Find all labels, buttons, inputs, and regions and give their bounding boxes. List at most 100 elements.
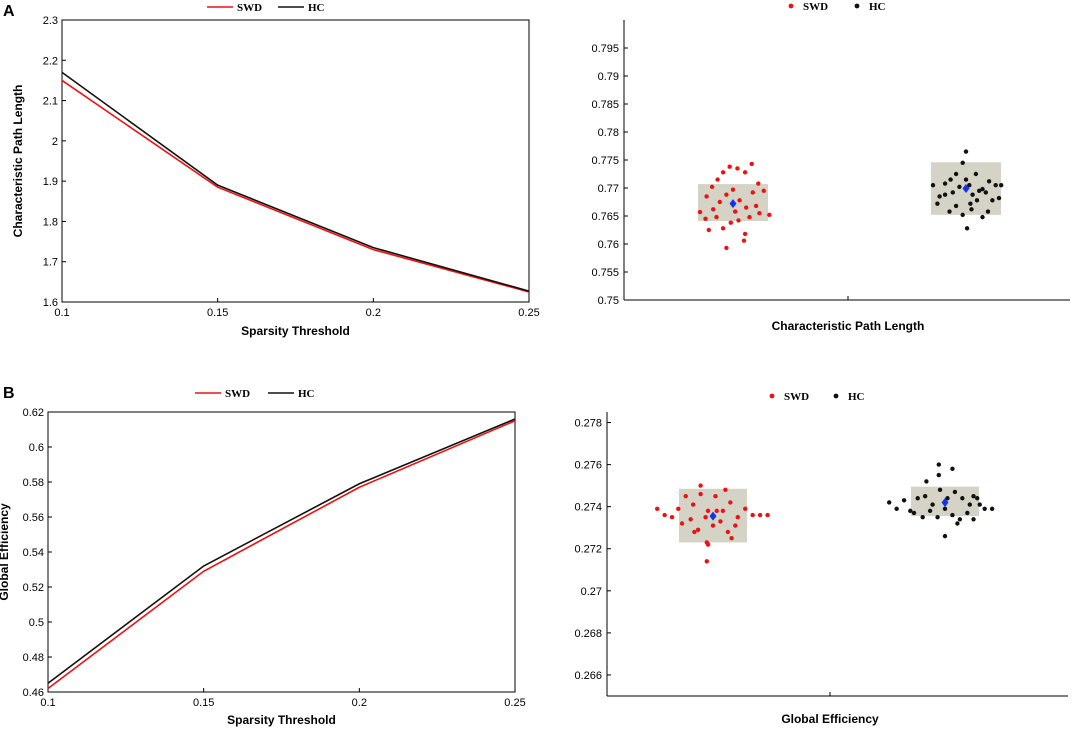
data-point-swd — [706, 227, 711, 233]
data-point-swd — [757, 512, 763, 518]
data-point-swd — [767, 212, 772, 218]
data-point-hc — [935, 514, 940, 520]
data-point-swd — [710, 523, 716, 528]
y-tick-label: 0.266 — [574, 670, 602, 682]
mean-marker-hc — [941, 497, 949, 507]
chart-a-path-length-scatter: 0.75 0.755 0.76 0.765 0.77 0.775 0.78 0.785 0.79… — [591, 1, 1070, 333]
data-point-swd — [753, 203, 759, 209]
y-tick-label: 0.52 — [23, 582, 44, 594]
data-point-hc — [930, 502, 935, 507]
data-point-swd — [655, 506, 660, 511]
data-point-swd — [662, 512, 667, 518]
data-point-hc — [974, 198, 980, 203]
data-point-swd — [761, 188, 766, 193]
data-point-swd — [690, 502, 696, 507]
y-tick-label: 0.6 — [29, 442, 44, 454]
data-point-swd — [724, 245, 729, 251]
data-point-swd — [733, 523, 738, 528]
y-tick-label: 0.274 — [574, 502, 602, 514]
data-point-hc — [948, 177, 953, 182]
data-point-hc — [960, 212, 965, 218]
data-point-swd — [733, 209, 738, 214]
data-point-swd — [756, 181, 761, 186]
data-point-swd — [723, 487, 728, 493]
y-tick-label: 0.58 — [23, 477, 44, 489]
plot-frame — [47, 411, 516, 693]
data-point-hc — [967, 502, 972, 507]
data-point-hc — [996, 195, 1002, 201]
y-tick-label: 0.276 — [574, 460, 602, 472]
y-tick-label: 0.54 — [23, 547, 44, 559]
data-point-hc — [937, 487, 943, 493]
plot-frame — [61, 19, 530, 303]
data-point-swd — [714, 214, 719, 220]
data-point-hc — [963, 177, 969, 182]
data-point-hc — [957, 184, 962, 190]
x-tick-label: 0.2 — [352, 697, 367, 709]
data-point-hc — [970, 192, 975, 197]
data-point-hc — [965, 510, 970, 516]
x-tick-label: 0.25 — [518, 307, 539, 319]
legend-swd-marker — [769, 393, 775, 399]
data-point-swd — [718, 519, 723, 524]
y-tick-label: 0.268 — [574, 628, 602, 640]
y-tick-label: 0.76 — [598, 239, 619, 251]
y-tick-label: 1.7 — [43, 257, 58, 269]
data-point-hc — [950, 512, 955, 518]
data-point-swd — [703, 216, 708, 221]
data-point-hc — [985, 209, 991, 214]
data-point-hc — [942, 533, 948, 539]
y-tick-label: 0.62 — [23, 407, 44, 419]
y-axis-label: Global Efficiency — [0, 503, 11, 601]
data-point-hc — [952, 489, 958, 495]
data-point-hc — [920, 514, 925, 520]
data-point-swd — [743, 506, 748, 511]
chart-b-global-efficiency-line: 0.46 0.48 0.5 0.52 0.54 0.56 0.58 0.6 0.62 0.1 0.1… — [0, 388, 526, 727]
data-point-hc — [947, 209, 952, 214]
data-point-swd — [715, 177, 720, 182]
data-point-hc — [950, 466, 955, 471]
legend-swd-label: SWD — [803, 1, 828, 13]
y-tick-label: 1.9 — [43, 176, 58, 188]
data-point-hc — [993, 183, 998, 188]
data-point-hc — [957, 517, 963, 522]
data-point-hc — [937, 194, 942, 199]
data-point-hc — [953, 203, 959, 209]
data-point-swd — [737, 198, 742, 203]
y-tick-label: 0.46 — [23, 687, 44, 699]
data-point-hc — [986, 179, 992, 184]
data-point-hc — [969, 207, 974, 212]
data-point-swd — [709, 184, 715, 190]
data-point-hc — [942, 506, 948, 511]
data-point-hc — [983, 190, 988, 195]
series-line-swd — [61, 79, 530, 293]
data-point-swd — [735, 166, 740, 171]
series-line-swd — [47, 420, 516, 690]
series-line-hc — [47, 418, 516, 684]
data-point-hc — [945, 496, 950, 501]
series-line-hc — [61, 71, 530, 292]
legend-hc-label: HC — [869, 1, 886, 13]
data-point-swd — [750, 512, 755, 518]
data-point-hc — [982, 506, 987, 511]
data-point-hc — [980, 214, 985, 220]
data-point-hc — [915, 496, 920, 501]
data-point-swd — [711, 207, 716, 212]
data-point-swd — [683, 493, 688, 499]
y-tick-label: 0.77 — [598, 183, 619, 195]
data-point-hc — [973, 171, 979, 177]
y-tick-label: 0.48 — [23, 652, 44, 664]
x-axis-label: Characteristic Path Length — [772, 319, 925, 333]
data-point-swd — [742, 170, 748, 175]
data-point-swd — [705, 508, 711, 514]
legend-swd-label: SWD — [225, 388, 250, 400]
data-point-swd — [720, 170, 726, 175]
legend-hc-label: HC — [298, 388, 315, 400]
data-point-hc — [955, 521, 960, 526]
data-point-swd — [728, 220, 733, 225]
data-point-hc — [935, 201, 940, 206]
data-point-swd — [729, 536, 734, 541]
data-point-hc — [930, 183, 936, 188]
x-tick-label: 0.1 — [54, 307, 69, 319]
